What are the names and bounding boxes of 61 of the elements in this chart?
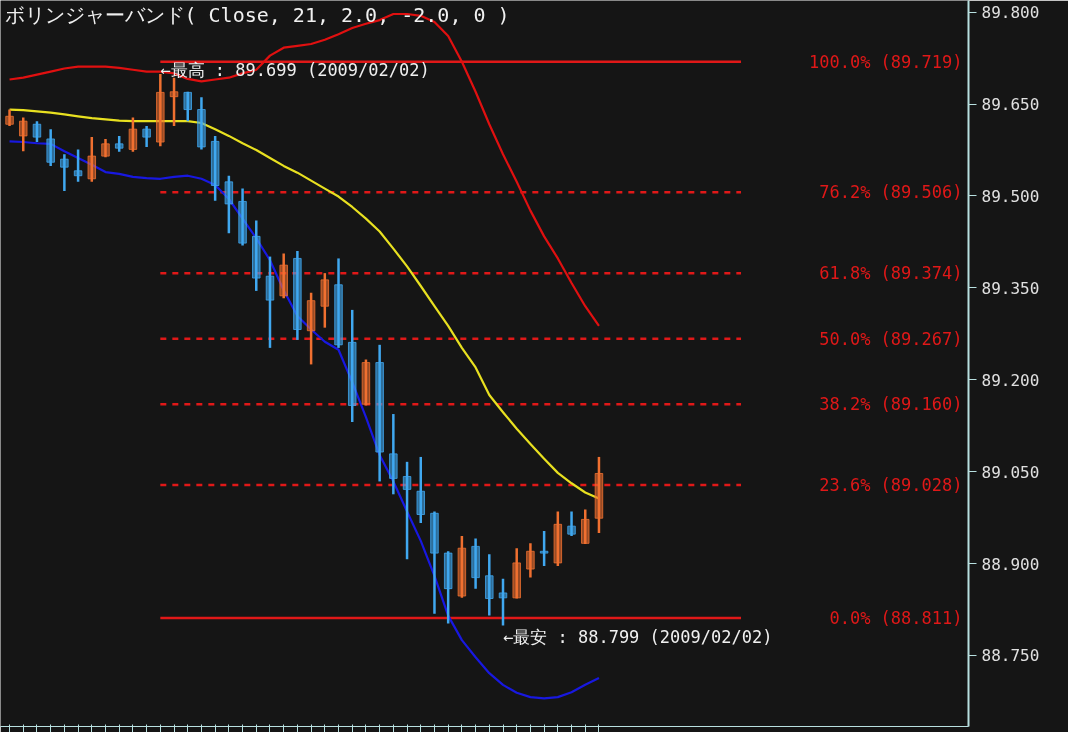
candlestick xyxy=(485,553,494,617)
candlestick xyxy=(553,510,563,568)
candlestick xyxy=(156,72,165,148)
candlestick xyxy=(567,510,576,538)
candlestick xyxy=(210,134,220,203)
candlestick xyxy=(169,76,179,128)
candlestick xyxy=(5,108,14,128)
candlestick xyxy=(60,153,69,193)
candlestick xyxy=(457,534,467,600)
y-tick-label: 88.750 xyxy=(981,646,1040,666)
candlestick xyxy=(402,460,412,561)
candlestick xyxy=(128,116,138,154)
candlestick xyxy=(293,249,302,342)
annotation: ←最安 : 88.799 (2009/02/02) xyxy=(503,627,773,648)
line-series xyxy=(8,108,601,500)
candlestick xyxy=(389,412,398,496)
candlestick xyxy=(320,271,330,329)
ref-line-label: 50.0% (89.267) xyxy=(819,328,963,349)
candlestick xyxy=(142,124,151,149)
y-tick-label: 89.050 xyxy=(981,462,1040,482)
ref-line-label: 38.2% (89.160) xyxy=(819,394,963,415)
candlestick xyxy=(265,255,275,350)
candlestick xyxy=(197,96,206,151)
ref-line-label: 100.0% (89.719) xyxy=(808,51,963,72)
candlestick xyxy=(32,119,42,144)
candlestick xyxy=(238,187,247,247)
y-tick-label: 89.800 xyxy=(981,3,1040,23)
y-tick-label: 88.900 xyxy=(981,554,1040,574)
candlestick xyxy=(375,343,384,483)
candlestick xyxy=(46,127,55,168)
y-tick-label: 89.350 xyxy=(981,278,1040,298)
ref-line-label: 61.8% (89.374) xyxy=(819,263,963,284)
y-tick-label: 89.650 xyxy=(981,95,1040,115)
candlestick xyxy=(347,308,357,424)
candlestick xyxy=(101,137,110,159)
candlestick xyxy=(526,542,535,579)
candlestick xyxy=(87,135,97,184)
candlestick xyxy=(279,252,288,300)
candlestick xyxy=(18,116,28,153)
candlestick xyxy=(430,510,439,616)
candlestick xyxy=(580,508,590,546)
candlestick xyxy=(306,291,316,366)
candlestick xyxy=(183,90,193,123)
candlestick xyxy=(73,148,83,184)
candlestick xyxy=(361,358,371,407)
candlestick xyxy=(594,455,604,535)
candlestick xyxy=(416,455,426,525)
ref-line-label: 23.6% (89.028) xyxy=(819,475,963,496)
candlestick xyxy=(539,529,549,568)
y-tick-label: 89.200 xyxy=(981,370,1040,390)
candlestick xyxy=(334,257,343,350)
candlestick xyxy=(512,546,521,600)
candlestick xyxy=(224,174,234,235)
ref-line-label: 0.0% (88.811) xyxy=(829,608,963,629)
chart-title: ボリンジャーバンド( Close, 21, 2.0, -2.0, 0 ) xyxy=(4,2,510,27)
ref-line-label: 76.2% (89.506) xyxy=(819,182,963,203)
candlestick xyxy=(252,219,261,293)
y-tick-label: 89.500 xyxy=(981,186,1040,206)
candlestick xyxy=(443,550,453,625)
candlestick xyxy=(471,537,480,590)
candlestick xyxy=(498,577,508,627)
